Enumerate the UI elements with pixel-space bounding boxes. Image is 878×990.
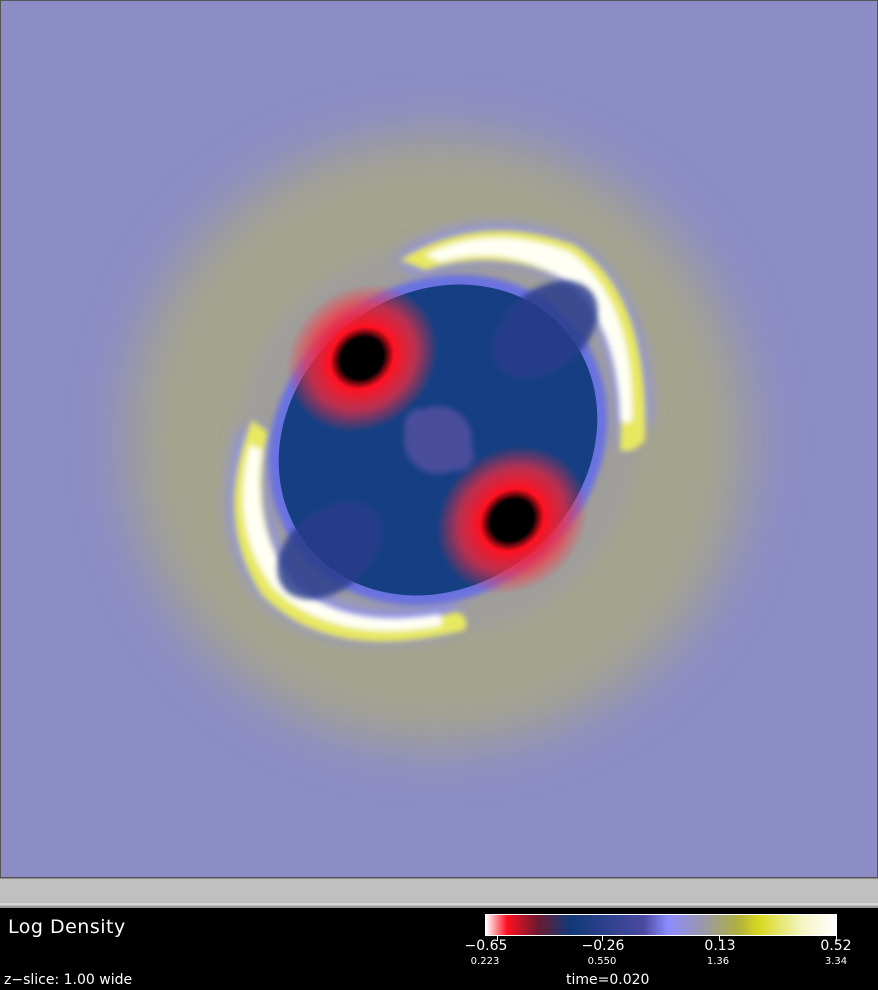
colorbar-tick-label: 0.13 <box>704 938 736 954</box>
colorbar <box>485 914 837 936</box>
slice-info: z−slice: 1.00 wide <box>4 972 133 988</box>
colorbar-tick-label: −0.65 <box>464 938 508 954</box>
colorbar-tick-label: 0.52 <box>820 938 852 954</box>
scrollbar-track <box>0 903 878 905</box>
simulation-view[interactable] <box>0 0 878 878</box>
density-slice-plot <box>0 0 878 878</box>
colorbar-tick <box>602 936 603 941</box>
colorbar-tick <box>719 936 720 941</box>
colorbar-tick-label: −0.26 <box>581 938 625 954</box>
horizontal-scrollbar[interactable] <box>0 878 878 906</box>
core-lobes <box>277 280 598 600</box>
info-footer: Log Density −0.65 −0.26 0.13 0.52 0.223 … <box>0 906 878 990</box>
hot-spot-upper <box>285 283 439 433</box>
field-title: Log Density <box>8 916 126 938</box>
colorbar-tick <box>836 936 837 941</box>
colorbar-linear-label: 3.34 <box>824 956 848 967</box>
time-readout: time=0.020 <box>566 972 650 988</box>
colorbar-linear-label: 1.36 <box>706 956 730 967</box>
colorbar-linear-label: 0.550 <box>587 956 617 967</box>
colorbar-linear-label: 0.223 <box>470 956 500 967</box>
hot-spot-lower <box>435 445 589 595</box>
colorbar-tick <box>497 936 498 941</box>
center-blob <box>404 406 474 474</box>
